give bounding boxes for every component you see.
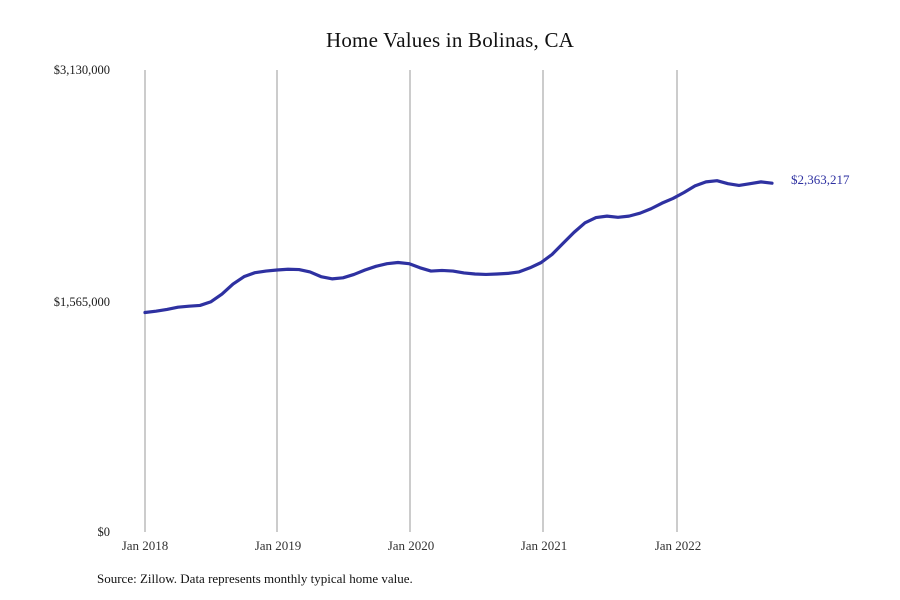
- x-axis-tick-jan-2021: Jan 2021: [520, 538, 568, 553]
- y-axis-tick-mid: $1,565,000: [53, 295, 110, 309]
- x-axis-tick-jan-2022: Jan 2022: [654, 538, 702, 553]
- end-value-annotation: $2,363,217: [791, 172, 850, 187]
- y-axis-tick-zero: $0: [97, 525, 111, 539]
- source-note: Source: Zillow. Data represents monthly …: [97, 571, 413, 586]
- x-axis-tick-jan-2019: Jan 2019: [254, 538, 302, 553]
- x-axis-tick-jan-2020: Jan 2020: [387, 538, 435, 553]
- home-value-line: [143, 179, 774, 315]
- chart-title: Home Values in Bolinas, CA: [325, 28, 575, 52]
- y-axis-tick-top: $3,130,000: [53, 63, 110, 77]
- gridlines: [144, 70, 678, 532]
- x-axis-tick-jan-2018: Jan 2018: [121, 538, 169, 553]
